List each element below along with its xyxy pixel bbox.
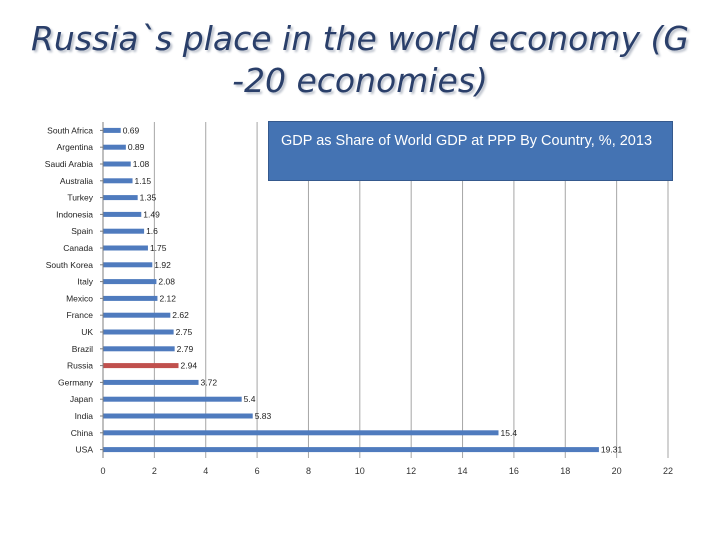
category-label: India: [75, 411, 94, 421]
category-label: South Korea: [46, 260, 94, 270]
callout-text: GDP as Share of World GDP at PPP By Coun…: [281, 133, 653, 149]
bar-south-africa: [103, 127, 121, 133]
category-label: Turkey: [67, 193, 93, 203]
x-tick-label: 12: [406, 466, 416, 476]
bar-india: [103, 413, 253, 419]
bar-italy: [103, 279, 157, 285]
slide-title: Russia`s place in the world economy (G -…: [30, 19, 689, 100]
value-label: 19.31: [601, 445, 623, 455]
value-label: 0.69: [123, 125, 140, 135]
bar-south-korea: [103, 262, 153, 268]
category-label: Argentina: [57, 142, 94, 152]
x-tick-label: 4: [203, 466, 208, 476]
value-label: 1.92: [154, 260, 171, 270]
category-label: France: [67, 310, 94, 320]
category-label: Germany: [58, 377, 94, 387]
bar-germany: [103, 379, 199, 385]
value-label: 2.62: [172, 310, 189, 320]
bar-uk: [103, 329, 174, 335]
category-label: Indonesia: [56, 209, 93, 219]
x-tick-label: 14: [458, 466, 468, 476]
bar-japan: [103, 396, 242, 402]
value-label: 1.35: [140, 193, 157, 203]
x-tick-label: 6: [255, 466, 260, 476]
value-label: 5.4: [244, 394, 256, 404]
value-label: 2.75: [176, 327, 193, 337]
value-label: 3.72: [201, 377, 218, 387]
bar-china: [103, 430, 499, 436]
bar-indonesia: [103, 211, 142, 217]
category-label: China: [71, 428, 93, 438]
value-label: 1.6: [146, 226, 158, 236]
bar-usa: [103, 447, 599, 453]
value-label: 5.83: [255, 411, 272, 421]
value-label: 1.15: [135, 176, 152, 186]
bar-australia: [103, 178, 133, 184]
category-label: South Africa: [47, 125, 93, 135]
category-label: Saudi Arabia: [45, 159, 93, 169]
value-label: 1.49: [143, 209, 160, 219]
category-label: Spain: [71, 226, 93, 236]
category-label: Brazil: [72, 344, 93, 354]
bar-canada: [103, 245, 148, 251]
value-label: 15.4: [501, 428, 518, 438]
bars: [103, 127, 599, 453]
x-tick-label: 0: [100, 466, 105, 476]
category-label: UK: [81, 327, 93, 337]
bar-russia: [103, 363, 179, 369]
category-label: Canada: [63, 243, 93, 253]
category-label: USA: [76, 445, 94, 455]
bar-argentina: [103, 144, 126, 150]
value-label: 2.79: [177, 344, 194, 354]
value-label: 1.75: [150, 243, 167, 253]
value-label: 1.08: [133, 159, 150, 169]
bar-france: [103, 312, 171, 318]
bar-spain: [103, 228, 145, 234]
category-label: Italy: [77, 277, 93, 287]
category-label: Japan: [70, 394, 93, 404]
category-label: Australia: [60, 176, 93, 186]
bar-saudi-arabia: [103, 161, 131, 167]
category-label: Mexico: [66, 293, 93, 303]
x-tick-label: 16: [509, 466, 519, 476]
value-label: 0.89: [128, 142, 145, 152]
chart-callout-box: GDP as Share of World GDP at PPP By Coun…: [268, 121, 673, 181]
x-tick-label: 8: [306, 466, 311, 476]
x-tick-label: 10: [355, 466, 365, 476]
labels: 0 2 4 6 8 10 12 14 16 18 20 22 South Africa 0.69 Argen…: [45, 125, 673, 476]
x-tick-label: 20: [612, 466, 622, 476]
x-tick-label: 18: [560, 466, 570, 476]
x-tick-label: 2: [152, 466, 157, 476]
value-label: 2.12: [159, 293, 176, 303]
bar-brazil: [103, 346, 175, 352]
value-label: 2.08: [158, 277, 175, 287]
value-label: 2.94: [181, 361, 198, 371]
x-tick-label: 22: [663, 466, 673, 476]
bar-turkey: [103, 195, 138, 201]
bar-mexico: [103, 295, 158, 301]
category-label: Russia: [67, 361, 93, 371]
